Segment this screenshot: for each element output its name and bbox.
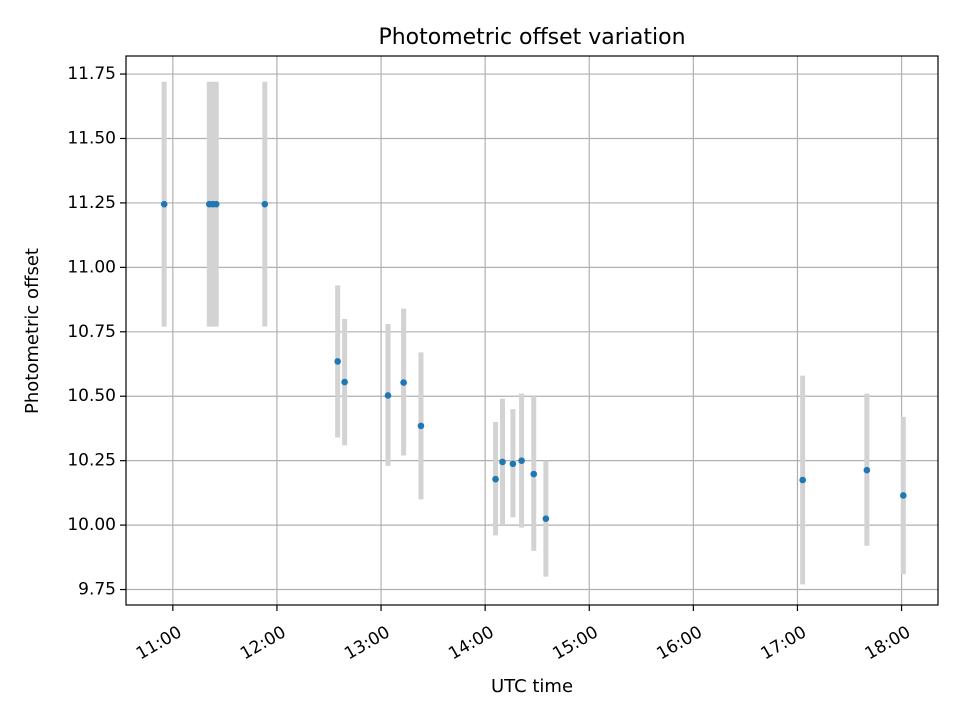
data-point bbox=[384, 392, 392, 399]
data-point bbox=[492, 475, 499, 483]
data-point bbox=[509, 460, 517, 468]
point-layer bbox=[160, 200, 907, 522]
y-tick-label: 10.00 bbox=[67, 515, 116, 535]
y-tick-layer: 9.75 10.00 10.25 10.50 10.75 11.00 11.25 11.50 1… bbox=[67, 64, 126, 600]
data-point bbox=[799, 476, 806, 484]
y-tick-label: 10.75 bbox=[67, 322, 116, 342]
data-point bbox=[542, 515, 550, 522]
data-point bbox=[334, 358, 341, 365]
data-point bbox=[160, 200, 168, 208]
x-axis-label: UTC time bbox=[491, 676, 573, 697]
data-point bbox=[863, 466, 871, 474]
data-point bbox=[530, 470, 538, 478]
data-point bbox=[261, 200, 269, 208]
data-point bbox=[499, 458, 506, 466]
chart-title: Photometric offset variation bbox=[378, 25, 685, 50]
y-axis-label: Photometric offset bbox=[22, 248, 43, 414]
y-tick-label: 10.50 bbox=[67, 386, 116, 406]
data-point bbox=[400, 379, 407, 386]
y-tick-label: 11.75 bbox=[67, 64, 116, 84]
plot-frame bbox=[125, 55, 939, 606]
y-tick-label: 11.50 bbox=[67, 128, 116, 148]
data-point bbox=[417, 422, 425, 430]
data-point bbox=[212, 200, 220, 208]
data-point bbox=[899, 492, 907, 499]
grid-layer bbox=[126, 56, 938, 605]
y-tick-label: 11.25 bbox=[67, 193, 116, 213]
y-tick-label: 10.25 bbox=[67, 451, 116, 471]
data-point bbox=[518, 457, 525, 464]
y-tick-label: 11.00 bbox=[67, 257, 116, 277]
y-tick-label: 9.75 bbox=[78, 580, 116, 600]
data-point bbox=[341, 378, 348, 386]
